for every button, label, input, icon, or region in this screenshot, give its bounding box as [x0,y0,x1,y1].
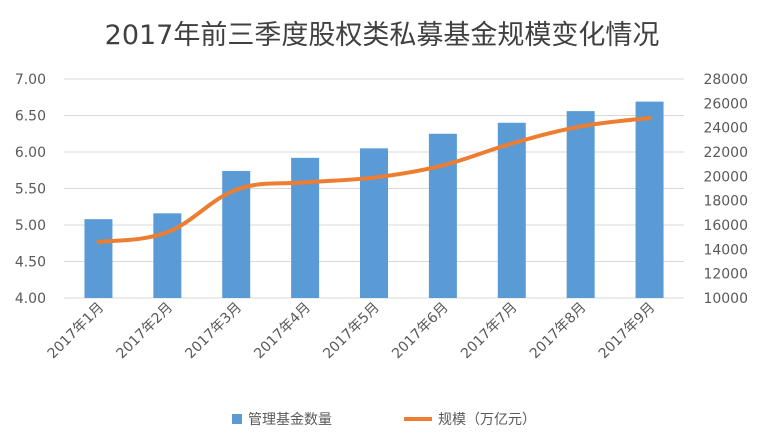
right-axis-ticks: 10000 12000 14000 16000 18000 20000 22000 24000… [703,72,748,307]
x-axis-tick-label: 2017年2月 [114,300,177,363]
x-axis-tick-label: 2017年8月 [527,300,590,363]
right-axis-tick-label: 20000 [703,169,748,185]
left-axis-tick-label: 6.00 [15,145,46,161]
legend-swatch-bars [232,414,242,424]
x-axis-tick-label: 2017年6月 [389,300,452,363]
bar [360,148,388,298]
right-axis-tick-label: 26000 [703,96,748,112]
x-axis-tick-label: 2017年5月 [320,300,383,363]
right-axis-tick-label: 28000 [703,72,748,88]
left-axis-tick-label: 6.50 [15,109,46,125]
left-axis-tick-label: 5.00 [15,218,46,234]
x-axis-tick-label: 2017年3月 [182,300,245,363]
bar [566,111,595,299]
bar-series [84,101,664,299]
x-axis-ticks: 2017年1月 2017年2月 2017年3月 2017年4月 2017年5月 2017年… [45,300,659,363]
right-axis-tick-label: 24000 [703,121,748,137]
bar [291,157,320,298]
legend-label-bars: 管理基金数量 [248,411,332,428]
right-axis-tick-label: 18000 [703,194,748,210]
left-axis-tick-label: 4.00 [15,291,46,307]
right-axis-tick-label: 14000 [703,242,748,258]
x-axis-tick-label: 2017年7月 [458,300,521,363]
right-axis-tick-label: 22000 [703,145,748,161]
bar [428,133,457,298]
x-axis-tick-label: 2017年1月 [45,300,108,363]
bar [497,122,526,298]
legend: 管理基金数量 规模（万亿元） [232,411,536,428]
chart-title: 2017年前三季度股权类私募基金规模变化情况 [105,20,660,51]
left-axis-ticks: 4.00 4.50 5.00 5.50 6.00 6.50 7.00 [15,72,46,307]
x-axis-tick-label: 2017年4月 [251,300,314,363]
bar [635,101,664,298]
bar [84,219,113,298]
right-axis-tick-label: 12000 [703,267,748,283]
left-axis-tick-label: 7.00 [15,72,46,88]
left-axis-tick-label: 5.50 [15,182,46,198]
line-series [96,115,652,245]
legend-label-line: 规模（万亿元） [438,412,536,428]
left-axis-tick-label: 4.50 [15,255,46,271]
x-axis-tick-label: 2017年9月 [596,300,659,363]
right-axis-tick-label: 10000 [703,291,748,307]
right-axis-tick-label: 16000 [703,218,748,234]
